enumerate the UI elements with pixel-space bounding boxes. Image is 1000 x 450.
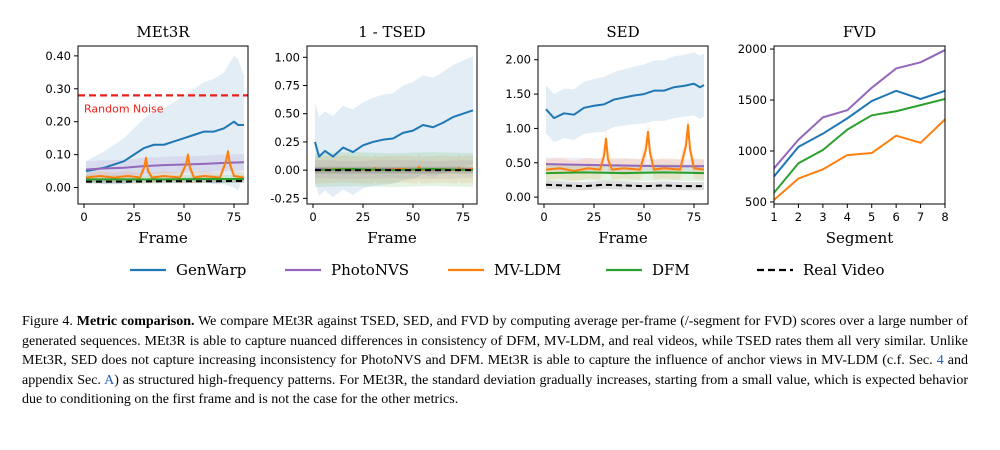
chart-met3r: Random Noise 0 25 50 75 0.00 0.10 0.20 0.30 0.40 M… [45,23,249,247]
caption-text-2: and appendix Sec. [22,353,969,388]
plot-area-fvd [774,49,945,201]
x-tick-label: 8 [941,210,948,224]
chart-fvd: 1 2 3 4 5 6 7 8 500 1000 1500 2000 FVD Segment [738,23,949,247]
series-dfm [545,171,705,175]
x-tick-label: 7 [917,210,924,224]
x-tick-label: 50 [637,210,652,224]
band-real-video [546,180,704,191]
legend-label-mv-ldm: MV-LDM [494,261,561,279]
plot-area-1-tsed [314,56,474,198]
y-tick-label: 0.75 [274,79,300,93]
x-tick-label: 50 [177,210,192,224]
y-tick-label: 0.00 [505,190,531,204]
y-tick-label: 2000 [738,42,767,56]
legend-label-dfm: DFM [652,261,690,279]
y-tick-label: 0.20 [45,115,71,129]
y-tick-label: 0.00 [274,163,300,177]
random-noise-label: Random Noise [84,102,164,115]
axes-frame-1-tsed [306,45,478,205]
series-mv-ldm [85,150,245,179]
x-tick-label: 0 [540,210,547,224]
x-tick-label: 50 [406,210,421,224]
y-tick-label: -0.25 [270,191,300,205]
caption-label: Figure 4. [22,314,73,329]
series-photonvs [774,49,945,169]
series-photonvs [85,161,245,171]
chart-title: 1 - TSED [358,23,425,41]
axes-frame-met3r [77,45,249,205]
x-tick-label: 1 [770,210,777,224]
x-axis-label: Segment [826,229,894,247]
chart-title: MEt3R [136,23,190,41]
plot-area-met3r [78,55,248,191]
x-axis-label: Frame [138,229,188,247]
series-genwarp [85,120,244,173]
band-genwarp [315,56,473,198]
x-tick-label: 3 [819,210,826,224]
caption-appendix-ref[interactable]: A [104,372,115,388]
y-tick-label: 1.00 [505,121,531,135]
series-dfm [774,98,945,194]
series-genwarp [314,109,474,158]
legend-label-photonvs: PhotoNVS [331,261,409,279]
legend-label-real-video: Real Video [803,261,885,279]
figure-caption: Figure 4. Metric comparison. We compare … [22,312,968,410]
legend: GenWarp PhotoNVS MV-LDM DFM Real Video [130,261,885,279]
legend-label-genwarp: GenWarp [176,261,246,279]
x-axis-label: Frame [598,229,648,247]
series-mv-ldm [545,124,705,173]
y-tick-label: 0.40 [45,49,71,63]
series-photonvs [545,163,704,168]
chart-title: FVD [843,23,876,41]
band-mv-ldm [86,146,244,183]
series-real-video [545,183,704,188]
y-tick-label: 0.00 [45,181,71,195]
chart-title: SED [606,23,639,41]
caption-text-1: We compare MEt3R against TSED, SED, and … [22,314,968,369]
axes-frame-sed [537,45,709,205]
y-tick-label: 0.50 [505,156,531,170]
series-mv-ldm [774,118,945,201]
x-tick-label: 0 [80,210,87,224]
series-genwarp [545,82,705,120]
y-tick-label: 500 [745,195,767,209]
x-tick-label: 4 [844,210,851,224]
plot-area-sed [545,52,705,191]
y-tick-label: 0.50 [274,107,300,121]
x-tick-label: 5 [868,210,875,224]
band-genwarp [86,55,244,191]
x-tick-label: 75 [456,210,471,224]
caption-text-3: ) as structured high-frequency patterns.… [22,372,969,408]
x-tick-label: 75 [687,210,702,224]
y-tick-label: 1.00 [274,50,300,64]
y-tick-label: 1.50 [505,87,531,101]
chart-1-tsed: 0 25 50 75 -0.25 0.00 0.25 0.50 0.75 1.00 1 - TSED… [270,23,478,247]
x-tick-label: 25 [587,210,602,224]
x-tick-label: 25 [127,210,142,224]
axes-frame-fvd [773,45,946,205]
y-tick-label: 1000 [738,144,767,158]
x-tick-label: 2 [795,210,802,224]
chart-sed: 0 25 50 75 0.00 0.50 1.00 1.50 2.00 SED Frame [505,23,709,247]
series-real-video [86,179,245,183]
x-tick-label: 25 [356,210,371,224]
y-tick-label: 2.00 [505,53,531,67]
y-tick-label: 0.10 [45,148,71,162]
x-tick-label: 6 [892,210,899,224]
x-tick-label: 75 [227,210,242,224]
caption-bold-title: Metric comparison. [76,314,195,329]
y-tick-label: 1500 [738,93,767,107]
series-genwarp [774,89,945,178]
y-tick-label: 0.25 [274,135,300,149]
y-tick-label: 0.30 [45,82,71,96]
caption-section-ref[interactable]: 4 [936,353,944,369]
x-axis-label: Frame [367,229,417,247]
x-tick-label: 0 [309,210,316,224]
